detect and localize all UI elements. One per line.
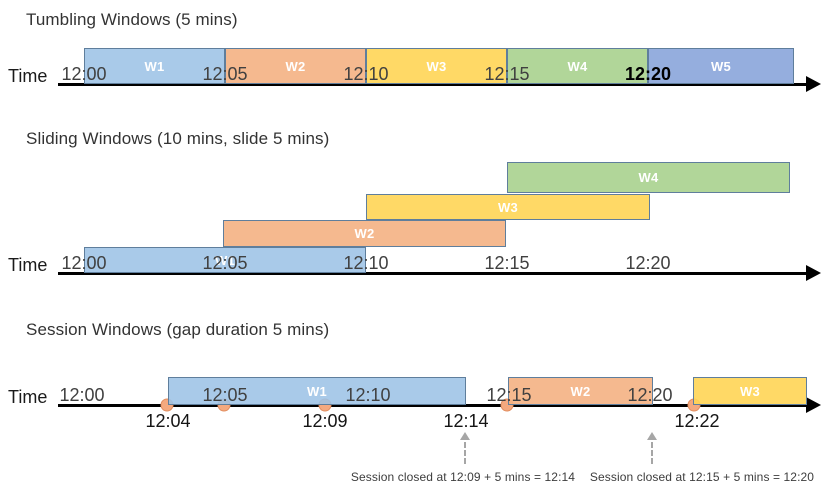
sliding-window-box-w4: W4 xyxy=(507,162,790,193)
tumbling-tick-label-12-10: 12:10 xyxy=(343,64,389,84)
tumbling-tick-label-12-20: 12:20 xyxy=(624,64,672,84)
sliding-window-box-w2: W2 xyxy=(223,220,506,247)
session-event-time-label-12-04: 12:04 xyxy=(145,411,191,431)
tumbling-timeline-axis xyxy=(58,83,806,86)
tumbling-windows-title: Tumbling Windows (5 mins) xyxy=(26,10,238,29)
arrow-dashed-stem xyxy=(651,442,653,464)
window-label: W3 xyxy=(426,58,447,74)
session-closed-annotation: Session closed at 12:15 + 5 mins = 12:20 xyxy=(589,470,815,484)
window-label: W4 xyxy=(567,58,588,74)
window-label: W4 xyxy=(638,170,659,185)
arrow-up-head-icon xyxy=(460,432,470,440)
session-tick-label-12-20: 12:20 xyxy=(627,385,673,405)
session-window-box-w1: W1 xyxy=(168,377,466,405)
window-label: W2 xyxy=(570,383,591,399)
sliding-window-box-w3: W3 xyxy=(366,194,650,220)
tumbling-time-axis-label: Time xyxy=(8,66,48,86)
sliding-tick-label-12-15: 12:15 xyxy=(484,253,530,273)
window-label: W1 xyxy=(306,383,328,399)
tumbling-window-box-w1: W1 xyxy=(84,48,225,84)
tumbling-timeline-arrowhead-icon xyxy=(806,76,821,92)
window-label: W2 xyxy=(285,58,306,74)
tumbling-window-box-w4: W4 xyxy=(507,48,648,84)
window-label: W1 xyxy=(214,252,236,268)
arrow-up-head-icon xyxy=(647,432,657,440)
window-label: W3 xyxy=(739,383,761,399)
window-label: W3 xyxy=(497,199,519,215)
tumbling-tick-label-12-05: 12:05 xyxy=(202,64,248,84)
sliding-windows-title: Sliding Windows (10 mins, slide 5 mins) xyxy=(26,129,330,148)
annotation-arrow-icon xyxy=(460,432,470,464)
window-label: W5 xyxy=(710,58,732,74)
sliding-tick-label-12-05: 12:05 xyxy=(202,253,248,273)
arrow-dashed-stem xyxy=(464,442,466,464)
sliding-tick-label-12-10: 12:10 xyxy=(343,253,389,273)
session-window-box-w3: W3 xyxy=(693,377,807,405)
tumbling-tick-label-12-00: 12:00 xyxy=(61,64,107,84)
session-tick-label-12-10: 12:10 xyxy=(345,385,391,405)
session-event-time-label-12-09: 12:09 xyxy=(302,411,348,431)
sliding-timeline-arrowhead-icon xyxy=(806,265,821,281)
sliding-tick-label-12-00: 12:00 xyxy=(61,253,107,273)
tumbling-window-box-w5: W5 xyxy=(648,48,794,84)
session-timeline-arrowhead-icon xyxy=(806,397,821,413)
session-tick-label-12-15: 12:15 xyxy=(486,385,532,405)
session-event-time-label-12-14: 12:14 xyxy=(443,411,489,431)
session-time-axis-label: Time xyxy=(8,387,48,407)
session-closed-annotation: Session closed at 12:09 + 5 mins = 12:14 xyxy=(350,470,576,484)
session-windows-title: Session Windows (gap duration 5 mins) xyxy=(26,320,330,339)
sliding-window-box-w1: W1 xyxy=(84,247,366,273)
sliding-tick-label-12-20: 12:20 xyxy=(625,253,671,273)
session-tick-label-12-00: 12:00 xyxy=(59,385,105,405)
session-window-box-w2: W2 xyxy=(508,377,653,405)
window-label: W1 xyxy=(144,58,165,74)
sliding-timeline-axis xyxy=(58,272,806,275)
window-label: W2 xyxy=(354,226,375,241)
session-tick-label-12-05: 12:05 xyxy=(202,385,248,405)
session-event-time-label-12-22: 12:22 xyxy=(674,411,720,431)
tumbling-window-box-w2: W2 xyxy=(225,48,366,84)
tumbling-window-box-w3: W3 xyxy=(366,48,507,84)
annotation-arrow-icon xyxy=(647,432,657,464)
session-timeline-axis xyxy=(58,404,806,407)
sliding-time-axis-label: Time xyxy=(8,255,48,275)
tumbling-tick-label-12-15: 12:15 xyxy=(484,64,530,84)
